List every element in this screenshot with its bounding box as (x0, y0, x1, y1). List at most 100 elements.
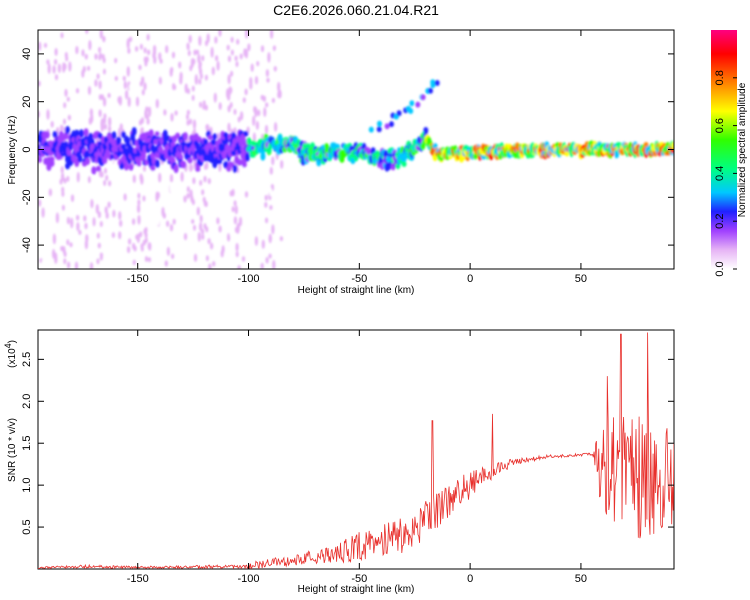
x-tick-label: -50 (351, 573, 367, 585)
noise-dot (75, 88, 80, 94)
noise-stripe-dot (191, 94, 195, 101)
noise-stripe-dot (61, 190, 65, 197)
noise-stripe-dot (205, 40, 208, 47)
noise-dot (227, 74, 231, 85)
noise-dot (64, 88, 68, 97)
noise-stripe-dot (61, 204, 65, 211)
noise-dot (268, 235, 272, 242)
noise-dot (137, 203, 141, 214)
trace-dot (175, 132, 181, 139)
noise-dot (270, 30, 274, 40)
noise-dot (250, 63, 254, 72)
noise-stripe-dot (186, 119, 190, 126)
noise-dot (118, 79, 122, 90)
noise-stripe-dot (144, 256, 148, 262)
noise-stripe-dot (102, 57, 106, 64)
noise-dot (128, 238, 132, 245)
noise-dot (70, 194, 75, 203)
noise-dot (271, 97, 275, 103)
noise-dot (135, 234, 139, 240)
trace-dot (83, 128, 89, 137)
noise-stripe-dot (199, 179, 203, 186)
trace-dot (38, 156, 43, 163)
y-tick-label: 2.0 (21, 394, 33, 409)
trace-dot (243, 130, 249, 137)
noise-dot (254, 236, 258, 246)
noise-dot (215, 55, 219, 62)
trace-dot (203, 138, 208, 145)
noise-dot (99, 182, 103, 193)
noise-dot (220, 249, 224, 258)
noise-stripe-dot (101, 94, 104, 101)
trace-dot (120, 131, 126, 138)
noise-dot (132, 218, 136, 225)
noise-dot (172, 83, 176, 91)
noise-stripe-dot (139, 231, 143, 238)
noise-dot (156, 216, 160, 226)
noise-stripe-dot (100, 118, 104, 125)
noise-stripe-dot (99, 221, 103, 227)
trace-dot (89, 138, 95, 146)
noise-dot (254, 96, 258, 105)
trace-dot (365, 147, 371, 155)
snr-x-label: Height of straight line (km) (298, 584, 415, 595)
noise-dot (273, 65, 277, 72)
noise-dot (39, 30, 43, 35)
noise-stripe-dot (98, 94, 102, 101)
noise-dot (234, 55, 238, 62)
noise-dot (253, 106, 257, 113)
noise-dot (213, 92, 217, 103)
x-tick-label: -100 (238, 573, 260, 585)
noise-dot (218, 30, 222, 37)
trace-dot (96, 165, 101, 172)
trace-dot (432, 143, 438, 150)
trace-dot (150, 165, 156, 172)
noise-dot (260, 45, 265, 53)
noise-stripe-dot (139, 43, 143, 50)
noise-dot (218, 163, 222, 172)
noise-dot (166, 220, 170, 227)
noise-stripe-dot (233, 108, 237, 115)
noise-dot (135, 46, 139, 52)
noise-stripe-dot (229, 87, 233, 94)
noise-stripe-dot (98, 46, 102, 53)
noise-dot (111, 232, 115, 239)
noise-dot (107, 201, 111, 208)
colorbar-tick-label: 0.4 (714, 166, 726, 181)
trace-dot (141, 153, 146, 161)
noise-dot (192, 177, 196, 185)
noise-stripe-dot (203, 163, 207, 170)
noise-dot (88, 117, 92, 125)
noise-dot (262, 95, 266, 102)
noise-stripe-dot (63, 102, 67, 109)
trace-dot (212, 133, 218, 140)
noise-stripe-dot (66, 175, 70, 182)
noise-dot (135, 96, 140, 107)
colorbar-tick-label: 0.8 (714, 70, 726, 85)
noise-stripe-dot (187, 88, 191, 95)
noise-dot (252, 115, 256, 127)
trace-dot (131, 126, 137, 136)
trace-dot (240, 133, 246, 143)
x-tick-label: 50 (575, 273, 587, 285)
trace-dot (232, 164, 238, 173)
branch-dot (420, 94, 426, 101)
noise-stripe-dot (229, 102, 233, 108)
noise-dot (207, 238, 211, 245)
noise-dot (87, 65, 91, 71)
noise-dot (177, 227, 181, 235)
noise-dot (198, 35, 202, 46)
branch-dot (430, 82, 436, 89)
noise-dot (174, 110, 178, 116)
noise-dot (85, 234, 89, 243)
noise-dot (98, 80, 102, 90)
noise-dot (54, 74, 59, 81)
noise-stripe-dot (143, 165, 146, 172)
noise-dot (274, 122, 278, 132)
y-tick-label: -20 (21, 189, 33, 205)
trace-dot (65, 127, 70, 133)
noise-dot (229, 229, 233, 237)
noise-dot (102, 35, 106, 43)
noise-stripe-dot (100, 171, 104, 178)
noise-dot (57, 63, 62, 74)
